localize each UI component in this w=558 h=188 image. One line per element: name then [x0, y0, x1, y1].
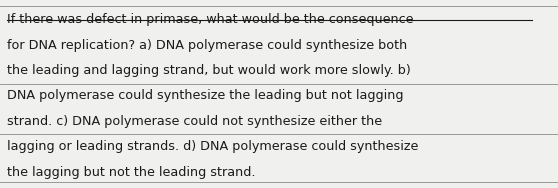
Text: the leading and lagging strand, but would work more slowly. b): the leading and lagging strand, but woul… [7, 64, 411, 77]
Text: for DNA replication? a) DNA polymerase could synthesize both: for DNA replication? a) DNA polymerase c… [7, 39, 407, 52]
Text: If there was defect in primase, what would be the consequence: If there was defect in primase, what wou… [7, 13, 413, 26]
Text: the lagging but not the leading strand.: the lagging but not the leading strand. [7, 165, 256, 179]
Text: strand. c) DNA polymerase could not synthesize either the: strand. c) DNA polymerase could not synt… [7, 115, 382, 128]
Text: lagging or leading strands. d) DNA polymerase could synthesize: lagging or leading strands. d) DNA polym… [7, 140, 418, 153]
Text: DNA polymerase could synthesize the leading but not lagging: DNA polymerase could synthesize the lead… [7, 89, 404, 102]
